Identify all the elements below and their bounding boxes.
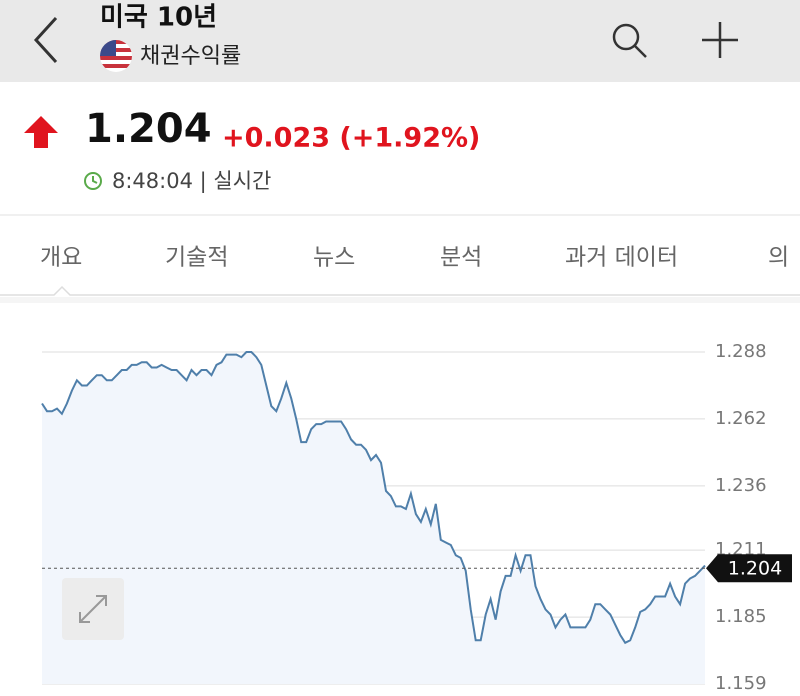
subtitle: 채권수익률: [140, 44, 241, 69]
us-flag: [100, 40, 132, 72]
back-button[interactable]: [33, 16, 58, 64]
current-value-label: 1.204: [728, 558, 782, 580]
tab[interactable]: 뉴스: [313, 245, 355, 271]
current-value-box: [706, 554, 792, 583]
tab[interactable]: 개요: [40, 245, 82, 271]
price: 1.204: [85, 106, 212, 152]
top-bar: [0, 0, 800, 82]
up-arrow: [24, 116, 58, 148]
tab[interactable]: 과거 데이터: [565, 245, 678, 271]
tab[interactable]: 분석: [440, 245, 482, 271]
update-time: 8:48:04 | 실시간: [112, 169, 271, 194]
y-tick-label: 1.236: [715, 475, 767, 496]
expand-button[interactable]: [62, 578, 124, 640]
y-tick-label: 1.159: [715, 673, 767, 694]
tab[interactable]: 의: [768, 245, 789, 271]
tab-border: [0, 285, 800, 296]
add-button[interactable]: [702, 22, 738, 58]
title: 미국 10년: [100, 3, 217, 33]
search-button[interactable]: [612, 23, 647, 58]
price-change: +0.023 (+1.92%): [222, 123, 480, 154]
tab[interactable]: 기술적: [165, 245, 228, 271]
clock-icon: [84, 172, 102, 190]
shadow: [0, 297, 800, 303]
chart: 1.1591.1851.2111.2361.2621.28808:5514:35…: [41, 341, 792, 694]
tab-bar: 개요 기술적 뉴스 분석 과거 데이터 의: [40, 245, 789, 271]
y-tick-label: 1.262: [715, 408, 767, 429]
line: [41, 351, 706, 645]
y-tick-label: 1.288: [715, 341, 767, 362]
line-area: [42, 352, 705, 684]
y-tick-label: 1.185: [715, 606, 767, 627]
